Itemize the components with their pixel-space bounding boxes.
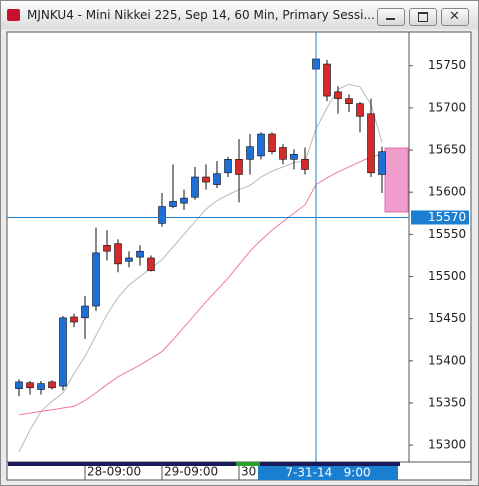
y-tick-label: 15300 xyxy=(428,438,466,452)
candle-body xyxy=(125,257,133,262)
close-button[interactable]: ✕ xyxy=(441,8,469,26)
candle-body xyxy=(268,133,276,153)
candle-body xyxy=(202,176,210,183)
candle-body xyxy=(213,173,221,185)
moving-average xyxy=(18,83,383,453)
candle-body xyxy=(224,159,232,174)
y-tick-label: 15450 xyxy=(428,311,466,325)
app-icon xyxy=(7,9,20,21)
y-tick-label: 15400 xyxy=(428,353,466,367)
candle-body xyxy=(81,305,89,319)
candle-body xyxy=(169,201,177,207)
candle-body xyxy=(26,382,34,389)
candle-body xyxy=(180,197,188,204)
y-tick-label: 15500 xyxy=(428,269,466,283)
candle-body xyxy=(334,91,342,99)
time-highlight xyxy=(258,466,398,480)
session-strip xyxy=(236,462,260,466)
y-tick-label: 15600 xyxy=(428,185,466,199)
candle-body xyxy=(48,381,56,389)
candle-body xyxy=(290,153,298,160)
candle-body xyxy=(136,250,144,258)
price-highlight xyxy=(411,210,469,225)
candle-body xyxy=(246,146,254,160)
x-tick-label: 28-09:00 xyxy=(87,465,141,479)
candle-body xyxy=(191,176,199,198)
y-tick-label: 15550 xyxy=(428,227,466,241)
y-tick-label: 15650 xyxy=(428,143,466,157)
y-tick-label: 15700 xyxy=(428,100,466,114)
y-tick-label: 15750 xyxy=(428,58,466,72)
moving-average xyxy=(18,153,383,416)
candle-body xyxy=(114,243,122,265)
crosshair-time-label: 7-31-14 9:00 xyxy=(285,466,370,480)
candle-body xyxy=(235,159,243,175)
title-bar: MJNKU4 - Mini Nikkei 225, Sep 14, 60 Min… xyxy=(1,1,478,29)
candle-body xyxy=(37,383,45,390)
crosshair-price-label: 15570 xyxy=(428,210,466,224)
x-tick-label: 29-09:00 xyxy=(164,465,218,479)
candle-body xyxy=(323,63,331,97)
candle-body xyxy=(301,159,309,170)
candle-body xyxy=(59,317,67,387)
y-tick-label: 15350 xyxy=(428,395,466,409)
candle-body xyxy=(70,316,78,323)
plot-area xyxy=(6,31,410,463)
candle-body xyxy=(378,151,386,175)
indicator-box xyxy=(384,147,409,213)
maximize-button[interactable] xyxy=(409,8,437,26)
candle-body xyxy=(356,103,364,117)
candle-body xyxy=(345,98,353,104)
minimize-button[interactable] xyxy=(377,8,405,26)
window-title: MJNKU4 - Mini Nikkei 225, Sep 14, 60 Min… xyxy=(27,8,375,22)
session-strip xyxy=(260,462,400,466)
candle-body xyxy=(103,245,111,252)
candle-body xyxy=(367,113,375,174)
candle-body xyxy=(147,257,155,271)
candle-body xyxy=(92,252,100,307)
session-strip xyxy=(8,462,236,466)
x-tick-label: 30 xyxy=(241,465,256,479)
candle-body xyxy=(279,147,287,160)
candle-body xyxy=(158,206,166,224)
candle-body xyxy=(257,133,265,157)
candle-body xyxy=(15,381,23,389)
